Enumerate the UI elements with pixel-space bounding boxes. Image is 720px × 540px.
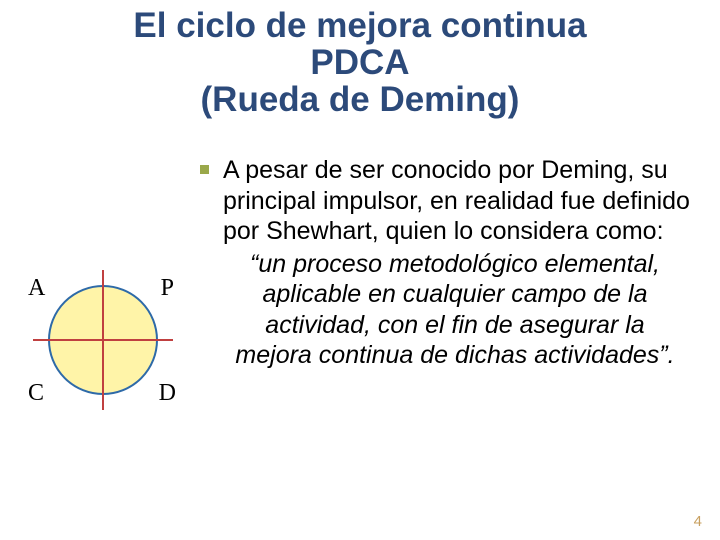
intro-text: A pesar de ser conocido por Deming, su p… xyxy=(223,155,690,247)
quadrant-label-a: A xyxy=(28,275,45,302)
slide-title: El ciclo de mejora continua PDCA (Rueda … xyxy=(0,0,720,118)
quadrant-label-c: C xyxy=(28,380,44,407)
title-line-3: (Rueda de Deming) xyxy=(0,82,720,119)
quadrant-label-d: D xyxy=(159,380,176,407)
title-line-2: PDCA xyxy=(0,45,720,82)
quadrant-label-p: P xyxy=(161,275,174,302)
quote-text: “un proceso metodológico elemental, apli… xyxy=(223,249,690,371)
horizontal-divider xyxy=(33,339,173,341)
square-bullet-icon xyxy=(200,165,209,174)
text-column: A pesar de ser conocido por Deming, su p… xyxy=(200,155,710,475)
page-number: 4 xyxy=(694,513,702,530)
title-line-1: El ciclo de mejora continua xyxy=(0,8,720,45)
diagram-column: A P C D xyxy=(0,155,200,475)
pdca-circle: A P C D xyxy=(48,285,158,395)
content-area: A P C D A pesar de ser conocido por Demi… xyxy=(0,155,720,475)
bullet-item: A pesar de ser conocido por Deming, su p… xyxy=(200,155,690,371)
